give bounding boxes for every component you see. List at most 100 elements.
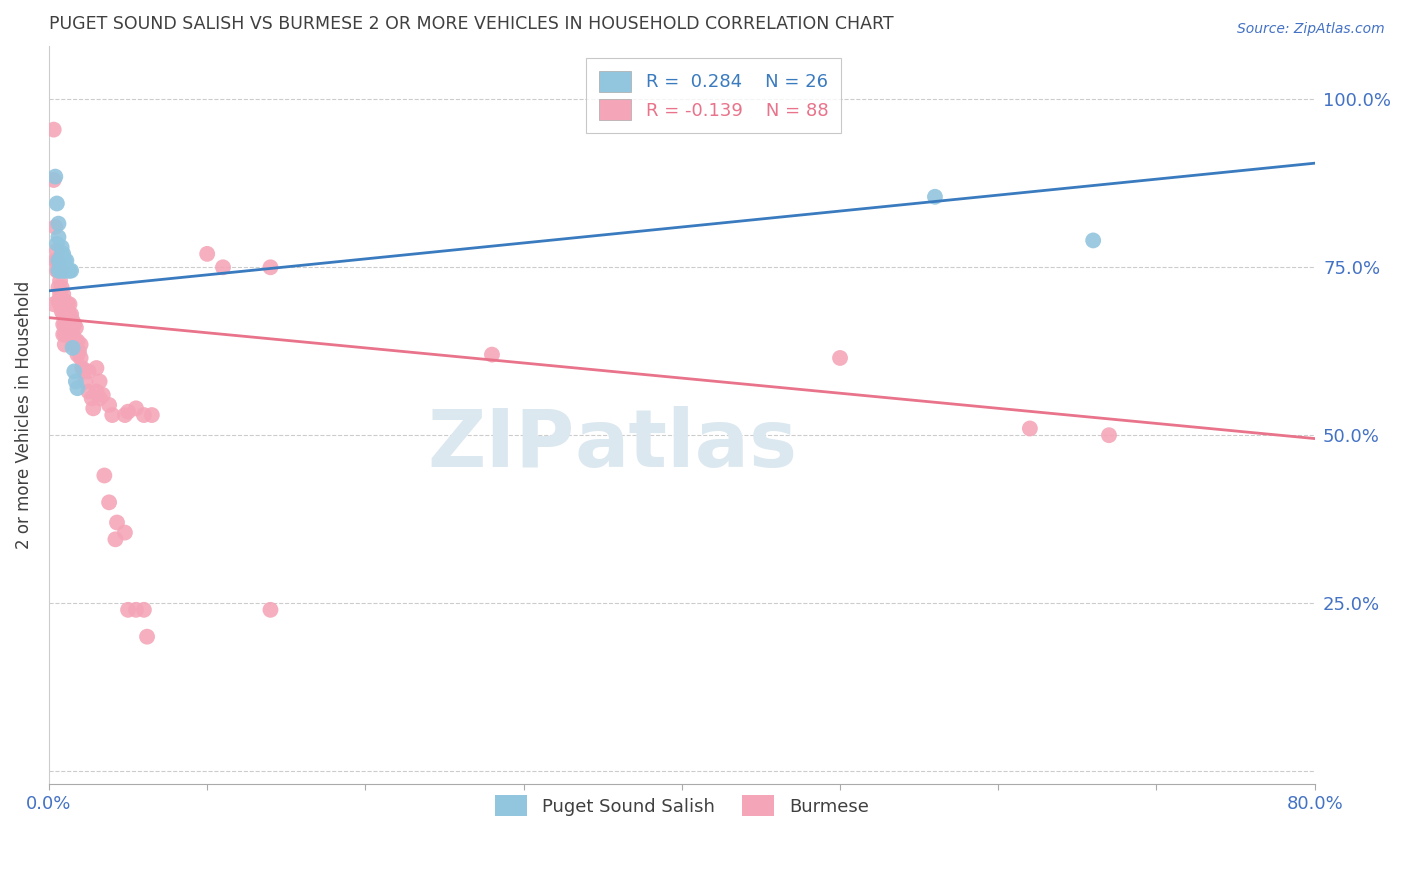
Point: [55, 253, 77, 268]
Point: [132, 408, 155, 422]
Point: [481, 348, 503, 362]
Point: [101, 408, 124, 422]
Point: [42, 297, 65, 311]
Point: [105, 516, 128, 530]
Point: [51, 240, 73, 254]
Point: [53, 327, 76, 342]
Point: [73, 364, 96, 378]
Point: [49, 263, 72, 277]
Point: [42, 122, 65, 136]
Point: [125, 603, 148, 617]
Point: [117, 405, 139, 419]
Point: [44, 253, 66, 268]
Point: [48, 257, 70, 271]
Point: [48, 217, 70, 231]
Point: [53, 337, 76, 351]
Point: [53, 253, 76, 268]
Point: [51, 280, 73, 294]
Point: [89, 391, 111, 405]
Point: [80, 391, 103, 405]
Point: [45, 196, 67, 211]
Point: [1083, 234, 1105, 248]
Y-axis label: 2 or more Vehicles in Household: 2 or more Vehicles in Household: [15, 281, 32, 549]
Point: [48, 263, 70, 277]
Point: [52, 318, 75, 332]
Point: [70, 361, 93, 376]
Point: [62, 337, 84, 351]
Point: [52, 307, 75, 321]
Point: [69, 337, 91, 351]
Point: [82, 401, 104, 416]
Point: [62, 314, 84, 328]
Point: [62, 327, 84, 342]
Point: [58, 263, 80, 277]
Point: [86, 384, 108, 399]
Point: [89, 375, 111, 389]
Point: [52, 263, 75, 277]
Point: [56, 263, 79, 277]
Point: [98, 398, 121, 412]
Point: [45, 253, 67, 268]
Point: [98, 495, 121, 509]
Point: [63, 334, 86, 348]
Legend: Puget Sound Salish, Burmese: Puget Sound Salish, Burmese: [484, 785, 880, 827]
Point: [44, 169, 66, 184]
Point: [45, 236, 67, 251]
Point: [56, 307, 79, 321]
Point: [259, 260, 281, 275]
Point: [52, 287, 75, 301]
Point: [259, 603, 281, 617]
Point: [65, 375, 87, 389]
Point: [44, 219, 66, 234]
Text: PUGET SOUND SALISH VS BURMESE 2 OR MORE VEHICLES IN HOUSEHOLD CORRELATION CHART: PUGET SOUND SALISH VS BURMESE 2 OR MORE …: [49, 15, 894, 33]
Point: [86, 361, 108, 376]
Point: [65, 334, 87, 348]
Point: [63, 318, 86, 332]
Text: atlas: atlas: [574, 406, 797, 483]
Point: [48, 263, 70, 277]
Point: [63, 364, 86, 378]
Point: [1018, 421, 1040, 435]
Point: [49, 297, 72, 311]
Point: [52, 297, 75, 311]
Point: [48, 293, 70, 308]
Point: [77, 364, 100, 378]
Point: [93, 468, 115, 483]
Point: [60, 263, 83, 277]
Point: [48, 230, 70, 244]
Point: [66, 348, 89, 362]
Point: [60, 320, 83, 334]
Point: [55, 297, 77, 311]
Point: [55, 310, 77, 325]
Point: [48, 280, 70, 294]
Point: [58, 320, 80, 334]
Point: [45, 244, 67, 258]
Point: [42, 173, 65, 187]
Point: [924, 190, 946, 204]
Point: [60, 307, 83, 321]
Point: [125, 401, 148, 416]
Point: [45, 263, 67, 277]
Point: [56, 297, 79, 311]
Point: [114, 525, 136, 540]
Point: [53, 263, 76, 277]
Point: [53, 304, 76, 318]
Point: [66, 334, 89, 348]
Point: [53, 293, 76, 308]
Point: [75, 375, 97, 389]
Point: [104, 533, 127, 547]
Point: [62, 341, 84, 355]
Point: [51, 293, 73, 308]
Point: [49, 274, 72, 288]
Point: [114, 408, 136, 422]
Point: [49, 253, 72, 268]
Text: ZIP: ZIP: [427, 406, 574, 483]
Point: [132, 603, 155, 617]
Point: [56, 320, 79, 334]
Point: [51, 260, 73, 275]
Point: [55, 324, 77, 338]
Point: [66, 381, 89, 395]
Point: [51, 247, 73, 261]
Point: [49, 263, 72, 277]
Point: [212, 260, 235, 275]
